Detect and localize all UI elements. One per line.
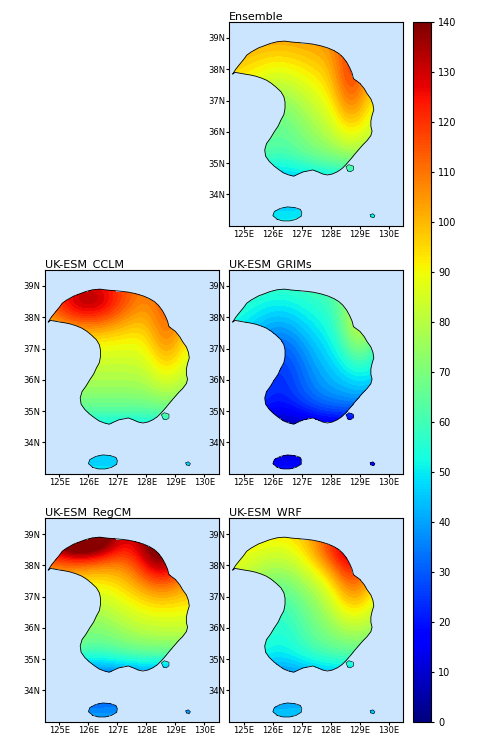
Text: UK-ESM_RegCM: UK-ESM_RegCM	[45, 507, 131, 519]
Text: UK-ESM_GRIMs: UK-ESM_GRIMs	[229, 260, 312, 270]
Text: UK-ESM_WRF: UK-ESM_WRF	[229, 507, 302, 519]
Text: Ensemble: Ensemble	[229, 12, 284, 22]
Text: UK-ESM_CCLM: UK-ESM_CCLM	[45, 260, 124, 270]
